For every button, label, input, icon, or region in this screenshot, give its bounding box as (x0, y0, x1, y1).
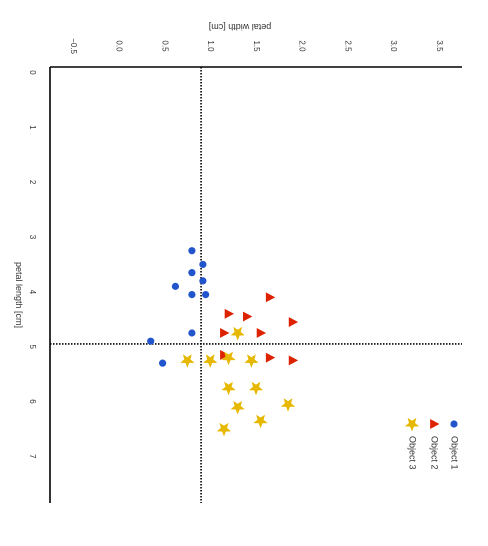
object-3-point (253, 414, 268, 429)
object-3-point (203, 354, 218, 368)
legend-label: Object 3 (408, 436, 418, 470)
object-1-point (188, 247, 196, 255)
object-3-point (221, 381, 236, 396)
object-1-point (171, 282, 180, 290)
x-tick-label: 3.5 (435, 40, 444, 52)
x-tick-label: 0.0 (115, 40, 124, 52)
y-tick-label: 1 (28, 125, 37, 130)
y-axis-label: petal length [cm] (14, 262, 24, 328)
object-3-point (230, 401, 245, 415)
x-tick-label: 1.5 (252, 40, 261, 52)
y-tick-label: 5 (28, 344, 37, 349)
y-tick-label: 0 (28, 70, 37, 75)
object-1-point (202, 290, 210, 299)
legend-label: Object 1 (450, 436, 460, 470)
object-2-point (220, 349, 230, 360)
legend-label: Object 2 (430, 436, 440, 470)
object-3-point (216, 422, 232, 437)
legend-marker (450, 420, 458, 428)
object-2-point (288, 355, 299, 366)
object-3-point (244, 354, 259, 368)
x-tick-label: 1.0 (206, 40, 215, 52)
axes (49, 66, 462, 503)
legend-marker (404, 417, 420, 432)
object-2-point (288, 317, 299, 327)
object-3-point (180, 354, 195, 368)
y-tick-label: 3 (28, 235, 37, 240)
object-1-point (188, 329, 196, 337)
object-2-point (220, 328, 230, 338)
object-1-point (147, 337, 155, 345)
y-tick-label: 4 (28, 290, 37, 295)
legend-marker (430, 419, 440, 429)
y-tick-label: 2 (28, 180, 37, 185)
object-2-point (242, 311, 253, 322)
x-tick-label: 3.0 (389, 40, 398, 52)
x-tick-label: 2.0 (298, 40, 307, 52)
x-axis-label: petal width [cm] (209, 22, 272, 32)
object-1-point (188, 269, 196, 277)
object-3-point (280, 398, 296, 412)
object-1-point (199, 277, 207, 285)
object-2-point (224, 308, 235, 319)
object-3-point (221, 351, 236, 366)
object-1-point (188, 290, 196, 299)
y-tick-label: 7 (28, 454, 37, 459)
object-1-point (199, 260, 207, 269)
legend: Object 1 Object 2 Object 3 (404, 417, 460, 470)
object-3-point (248, 381, 264, 396)
object-1-point (159, 359, 167, 367)
x-tick-label: −0.5 (69, 38, 78, 54)
object-3-point (230, 326, 245, 341)
x-tick-label: 2.5 (343, 40, 352, 52)
data-points (147, 247, 299, 437)
object-2-point (256, 328, 267, 338)
x-tick-label: 0.5 (160, 40, 169, 52)
object-2-point (265, 292, 276, 303)
y-tick-label: 6 (28, 399, 37, 404)
object-2-point (265, 352, 276, 363)
tick-labels: −0.5 0.0 0.5 1.0 1.5 2.0 2.5 3.0 3.5 0 1 2 3 4 5 6 7 (28, 38, 444, 459)
y-axis-label-group: petal length [cm] (14, 262, 24, 328)
